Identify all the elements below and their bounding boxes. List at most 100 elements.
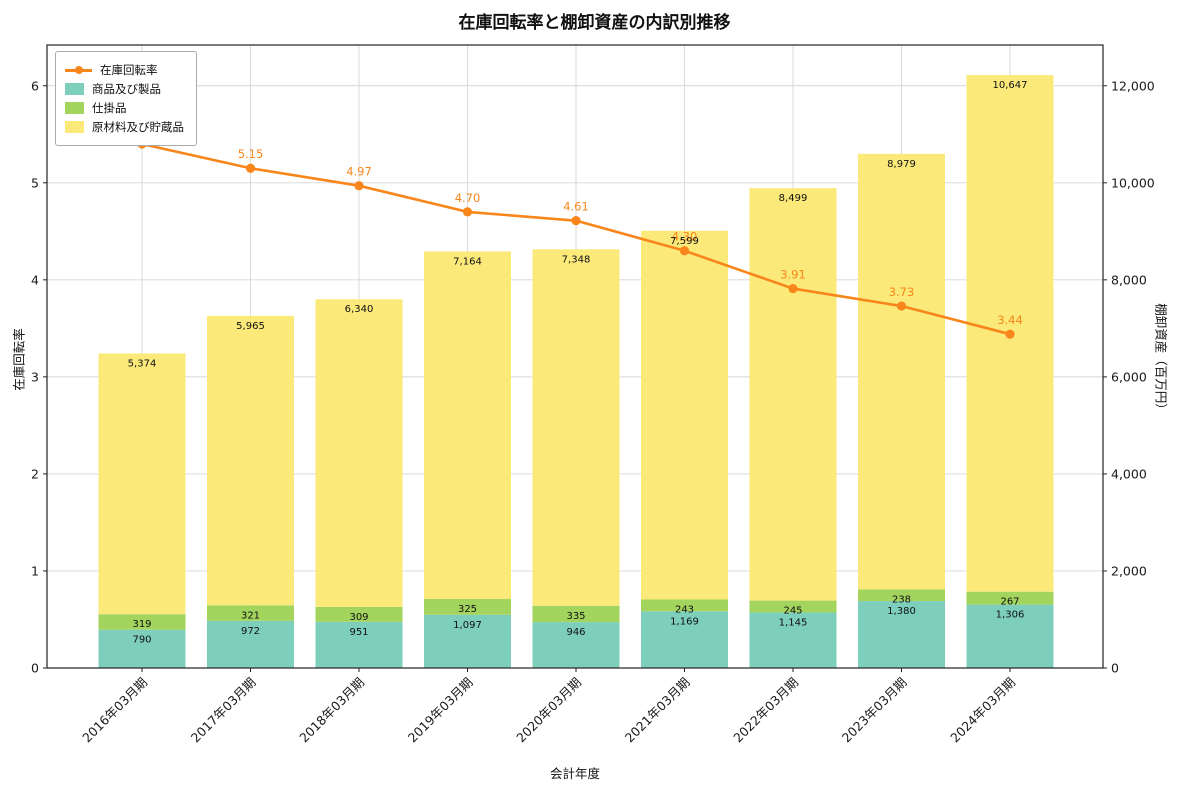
x-tick-label: 2017年03月期 bbox=[188, 675, 259, 746]
y-tick-label-right: 12,000 bbox=[1111, 78, 1155, 93]
x-tick-label: 2020年03月期 bbox=[513, 675, 584, 746]
x-tick-label: 2019年03月期 bbox=[405, 675, 476, 746]
line-marker bbox=[679, 246, 690, 256]
bar-segment bbox=[424, 599, 511, 615]
legend-color-patch bbox=[65, 121, 84, 133]
bar-segment bbox=[207, 315, 294, 606]
bar-segment bbox=[749, 188, 837, 601]
y-tick-label-left: 1 bbox=[31, 563, 39, 578]
x-tick-label: 2018年03月期 bbox=[296, 675, 367, 746]
bar-segment bbox=[98, 629, 186, 668]
legend-item: 原材料及び貯蔵品 bbox=[65, 119, 184, 135]
bar-value-label: 325 bbox=[458, 604, 477, 615]
legend-item-label: 在庫回転率 bbox=[100, 63, 158, 77]
bar-segment bbox=[207, 620, 294, 668]
line-value-label: 3.44 bbox=[997, 313, 1023, 327]
y-tick-label-right: 6,000 bbox=[1111, 369, 1147, 384]
bar-value-label: 7,348 bbox=[562, 254, 591, 265]
legend-color-patch bbox=[65, 83, 84, 95]
line-marker bbox=[462, 207, 473, 217]
bar-segment bbox=[532, 622, 620, 668]
bar-segment bbox=[749, 612, 837, 668]
line-value-label: 4.30 bbox=[672, 230, 698, 244]
y-tick-label-left: 3 bbox=[31, 369, 39, 384]
bar-value-label: 1,145 bbox=[779, 617, 808, 628]
bar-value-label: 335 bbox=[566, 611, 585, 622]
x-axis-label: 会計年度 bbox=[549, 766, 600, 781]
bar-value-label: 1,380 bbox=[887, 606, 916, 617]
bar-value-label: 238 bbox=[892, 594, 911, 605]
bar-value-label: 5,965 bbox=[236, 321, 265, 332]
line-marker bbox=[571, 216, 581, 226]
line-value-label: 3.91 bbox=[780, 268, 806, 282]
bar-segment bbox=[966, 604, 1054, 668]
bar-value-label: 1,097 bbox=[453, 620, 482, 631]
bar-value-label: 8,499 bbox=[779, 193, 808, 204]
bar-value-label: 321 bbox=[241, 610, 260, 621]
x-tick-label: 2021年03月期 bbox=[622, 675, 693, 746]
bar-value-label: 5,374 bbox=[128, 358, 157, 369]
bar-value-label: 243 bbox=[675, 604, 694, 615]
bar-segment bbox=[749, 600, 837, 613]
bar-value-label: 8,979 bbox=[887, 159, 916, 170]
bar-segment bbox=[315, 606, 403, 622]
legend-line-key bbox=[65, 66, 92, 74]
bar-value-label: 10,647 bbox=[993, 80, 1028, 91]
bar-segment bbox=[98, 353, 186, 615]
bar-segment bbox=[641, 230, 728, 600]
line-marker bbox=[1005, 329, 1015, 339]
line-marker bbox=[788, 283, 798, 294]
legend: 在庫回転率商品及び製品 仕掛品原材料及び貯蔵品 bbox=[55, 51, 197, 146]
y-tick-label-right: 8,000 bbox=[1111, 272, 1147, 287]
bar-value-label: 309 bbox=[349, 612, 368, 623]
y-tick-label-left: 0 bbox=[31, 661, 39, 676]
legend-item-label: 原材料及び貯蔵品 bbox=[92, 120, 184, 134]
line-value-label: 4.97 bbox=[346, 165, 372, 179]
bar-segment bbox=[98, 614, 186, 630]
bar-value-label: 951 bbox=[349, 627, 368, 638]
legend-item: 在庫回転率 bbox=[65, 62, 184, 78]
y-tick-label-right: 4,000 bbox=[1111, 466, 1147, 481]
bar-segment bbox=[858, 589, 945, 602]
legend-item: 商品及び製品 bbox=[65, 81, 184, 97]
y-axis-label-right: 棚卸資産（百万円） bbox=[1153, 303, 1169, 416]
bar-segment bbox=[207, 605, 294, 621]
bar-value-label: 245 bbox=[783, 606, 802, 617]
bar-segment bbox=[424, 614, 511, 668]
bar-segment bbox=[532, 605, 620, 623]
line-value-label: 4.70 bbox=[455, 191, 481, 205]
legend-marker-dot bbox=[74, 66, 83, 74]
bar-value-label: 790 bbox=[132, 635, 151, 646]
x-tick-label: 2024年03月期 bbox=[947, 675, 1018, 746]
plot-frame bbox=[46, 44, 1104, 669]
bar-segment bbox=[858, 153, 945, 590]
bar-segment bbox=[858, 601, 945, 668]
y-axis-label-left: 在庫回転率 bbox=[11, 328, 27, 391]
bar-value-label: 7,164 bbox=[453, 256, 482, 267]
x-tick-label: 2022年03月期 bbox=[730, 675, 801, 746]
y-tick-label-right: 2,000 bbox=[1111, 563, 1147, 578]
bar-value-label: 267 bbox=[1000, 597, 1019, 608]
x-tick-label: 2016年03月期 bbox=[79, 675, 150, 746]
y-tick-label-right: 10,000 bbox=[1111, 175, 1155, 190]
x-tick-label: 2023年03月期 bbox=[839, 675, 910, 746]
bar-value-label: 1,169 bbox=[670, 616, 699, 627]
legend-item-label: 商品及び製品 bbox=[92, 82, 161, 96]
y-tick-label-left: 5 bbox=[31, 175, 39, 190]
legend-color-patch bbox=[65, 102, 84, 114]
bar-value-label: 972 bbox=[241, 626, 260, 637]
bar-value-label: 319 bbox=[132, 619, 151, 630]
bar-segment bbox=[641, 599, 728, 612]
bar-value-label: 7,599 bbox=[670, 236, 699, 247]
legend-item-label: 仕掛品 bbox=[92, 101, 127, 115]
bar-value-label: 946 bbox=[566, 627, 585, 638]
y-tick-label-left: 6 bbox=[31, 78, 39, 93]
bar-segment bbox=[641, 611, 728, 668]
bar-segment bbox=[315, 299, 403, 607]
line-value-label: 4.61 bbox=[563, 200, 589, 214]
y-tick-label-left: 2 bbox=[31, 466, 39, 481]
bar-segment bbox=[424, 251, 511, 600]
bar-segment bbox=[315, 621, 403, 668]
